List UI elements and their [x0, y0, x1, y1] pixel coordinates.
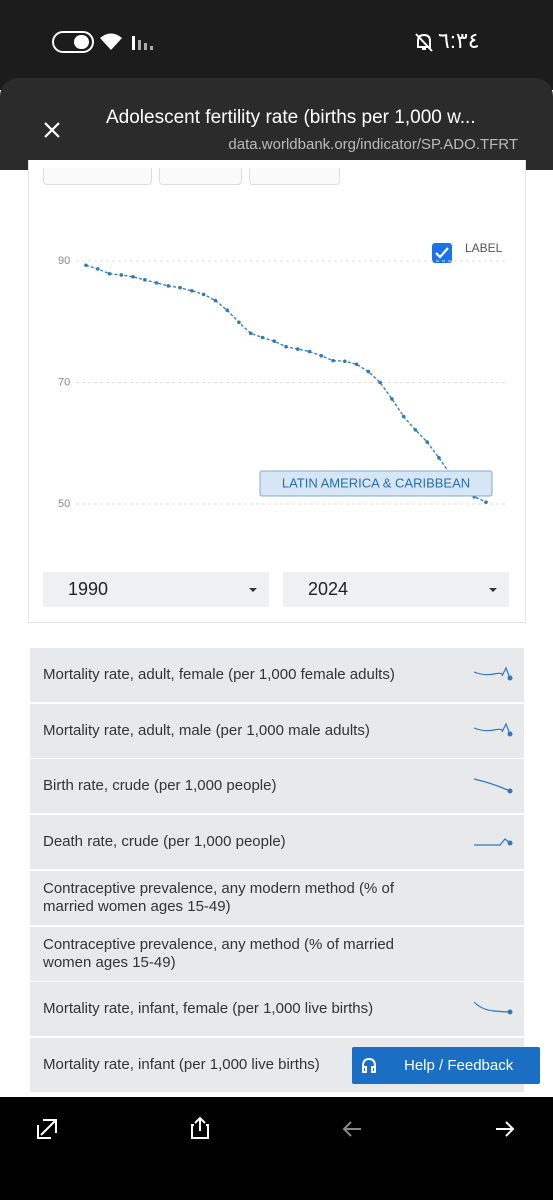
help-feedback-button[interactable]: Help / Feedback: [352, 1047, 540, 1084]
data-point: [295, 347, 300, 351]
data-point: [248, 331, 253, 336]
data-point: [331, 358, 335, 363]
indicator-item[interactable]: Mortality rate, adult, male (per 1,000 m…: [30, 703, 524, 758]
check-icon: [435, 247, 449, 259]
data-point: [284, 344, 288, 349]
data-point: [319, 353, 324, 358]
mute-icon: [415, 33, 433, 52]
data-point: [343, 359, 347, 364]
page-title: Adolescent fertility rate (births per 1,…: [106, 107, 476, 128]
indicator-name: Contraceptive prevalence, any modern met…: [43, 879, 395, 915]
open-external[interactable]: [36, 1118, 58, 1140]
data-point: [213, 298, 218, 303]
data-point: [237, 320, 241, 325]
sparkline-path: [474, 838, 511, 846]
data-point: [201, 292, 206, 297]
status-icons: [52, 31, 153, 53]
indicator-item[interactable]: Mortality rate, adult, female (per 1,000…: [30, 648, 524, 702]
tab-button[interactable]: [43, 168, 152, 185]
sparkline-end: [507, 731, 513, 737]
clock: ٦:٣٤: [438, 28, 480, 53]
end-year-dropdown[interactable]: 2024: [283, 572, 509, 607]
tab-button[interactable]: [159, 168, 242, 185]
status-bar: ٦:٣٤: [0, 0, 553, 90]
help-label: Help / Feedback: [404, 1057, 514, 1074]
sparkline-path: [473, 722, 511, 734]
data-point: [178, 285, 182, 290]
start-year: 1990: [68, 579, 109, 599]
data-point: [119, 273, 124, 277]
label-checkbox[interactable]: [432, 243, 452, 263]
header: Adolescent fertility rate (births per 1,…: [0, 78, 553, 170]
data-point: [378, 380, 382, 385]
back[interactable]: [341, 1118, 363, 1140]
headset-icon: [362, 1057, 376, 1073]
data-point: [143, 278, 147, 282]
end-year: 2024: [308, 579, 349, 599]
sparkline: [473, 778, 513, 794]
data-point: [401, 414, 406, 419]
sparkline: [473, 666, 513, 681]
indicator-name: Mortality rate, infant, female (per 1,00…: [43, 1000, 374, 1018]
sparkline-end: [507, 675, 513, 681]
data-point: [260, 335, 265, 340]
data-point: [425, 440, 429, 444]
browser-nav: [0, 1097, 553, 1200]
page-url: data.worldbank.org/indicator/SP.ADO.TFRT: [228, 136, 518, 153]
data-point: [390, 397, 394, 401]
series-line: [85, 264, 487, 503]
y-tick-label: 90: [58, 255, 70, 267]
series-label: LATIN AMERICA & CARIBBEAN: [282, 475, 470, 490]
share[interactable]: [189, 1116, 211, 1140]
chart: LABEL 50 70 90 LATIN AMERICA & CARIBBEAN: [58, 241, 508, 510]
tab-button[interactable]: [249, 168, 340, 185]
sparkline-path: [473, 1001, 511, 1013]
indicator-item[interactable]: Contraceptive prevalence, any method (% …: [30, 926, 524, 981]
indicator-name: Mortality rate, adult, female (per 1,000…: [43, 666, 395, 683]
sparkline-end: [507, 840, 513, 846]
indicator-item[interactable]: Birth rate, crude (per 1,000 people): [30, 759, 524, 814]
sparkline: [473, 722, 513, 737]
sparkline: [474, 838, 513, 846]
forward[interactable]: [494, 1118, 516, 1140]
data-point: [354, 362, 359, 367]
series-label-box: [259, 470, 493, 497]
indicator-name: Birth rate, crude (per 1,000 people): [43, 777, 277, 795]
indicator-item[interactable]: Contraceptive prevalence, any modern met…: [30, 870, 524, 925]
data-point: [413, 428, 418, 432]
sparkline-end: [507, 788, 513, 794]
indicator-name: Mortality rate, infant (per 1,000 live b…: [43, 1055, 320, 1073]
data-point: [166, 284, 171, 288]
indicator-item[interactable]: Mortality rate, infant, female (per 1,00…: [30, 982, 524, 1037]
start-year-dropdown[interactable]: 1990: [43, 572, 269, 607]
data-point: [307, 349, 312, 354]
data-point: [366, 369, 371, 374]
sparkline-end: [507, 1009, 513, 1015]
sparkline-path: [473, 666, 511, 679]
sparkline: [473, 1001, 513, 1015]
sparkline-path: [473, 778, 511, 792]
close-button[interactable]: [42, 120, 62, 140]
y-tick-label: 70: [58, 376, 70, 388]
label-toggle-text: LABEL: [465, 241, 503, 255]
indicator-name: Mortality rate, adult, male (per 1,000 m…: [43, 721, 370, 739]
indicator-name: Contraceptive prevalence, any method (% …: [43, 935, 395, 971]
data-point: [484, 500, 488, 504]
indicator-name: Death rate, crude (per 1,000 people): [43, 833, 286, 851]
data-point: [190, 288, 194, 293]
data-point: [225, 308, 229, 313]
data-point: [95, 267, 100, 271]
data-point: [437, 456, 441, 460]
data-point: [107, 271, 112, 276]
data-point: [131, 274, 135, 279]
chart-card: [28, 160, 526, 623]
data-point: [272, 339, 277, 343]
data-point: [154, 281, 159, 285]
indicator-item[interactable]: Death rate, crude (per 1,000 people): [30, 815, 524, 870]
y-tick-label: 50: [58, 498, 70, 510]
data-point: [84, 263, 88, 268]
